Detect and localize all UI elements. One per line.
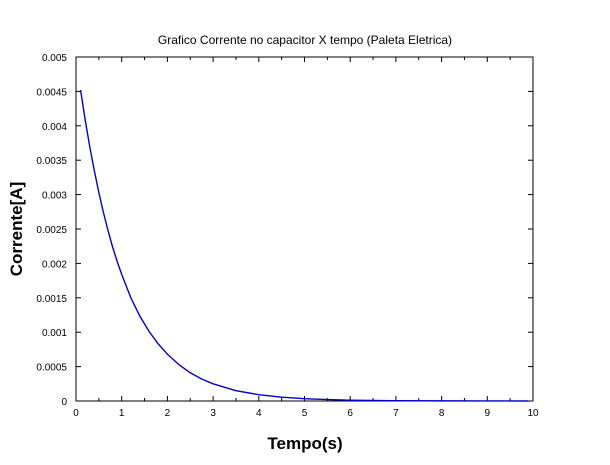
- series-layer: [79, 89, 529, 402]
- y-tick-label-0: 0: [61, 397, 67, 408]
- y-tick-label-4: 0.002: [42, 259, 67, 270]
- series-line-0: [79, 89, 529, 402]
- x-tick-label-1: 1: [119, 408, 125, 419]
- x-tick-label-2: 2: [165, 408, 171, 419]
- chart-title: Grafico Corrente no capacitor X tempo (P…: [158, 33, 452, 47]
- y-tick-label-7: 0.0035: [36, 156, 67, 167]
- x-tick-label-0: 0: [73, 408, 79, 419]
- x-tick-label-4: 4: [256, 408, 262, 419]
- y-tick-label-1: 0.0005: [36, 363, 67, 374]
- y-tick-label-10: 0.005: [42, 53, 67, 64]
- y-tick-label-5: 0.0025: [36, 225, 67, 236]
- y-tick-label-2: 0.001: [42, 328, 67, 339]
- x-tick-label-8: 8: [439, 408, 445, 419]
- y-tick-label-8: 0.004: [42, 122, 67, 133]
- y-tick-label-9: 0.0045: [36, 87, 67, 98]
- x-tick-label-9: 9: [485, 408, 491, 419]
- y-axis-label: Corrente[A]: [7, 182, 26, 276]
- x-tick-label-3: 3: [210, 408, 216, 419]
- x-tick-label-6: 6: [347, 408, 353, 419]
- axes-layer: 0 1 2 3 4 5 6 7 8 9 10 0 0.0005 0.001 0.0015 0.002 0.002…: [36, 53, 539, 419]
- y-tick-label-3: 0.0015: [36, 294, 67, 305]
- x-tick-label-10: 10: [527, 408, 539, 419]
- x-axis-label: Tempo(s): [267, 434, 342, 453]
- x-tick-label-5: 5: [302, 408, 308, 419]
- y-tick-label-6: 0.003: [42, 191, 67, 202]
- x-tick-label-7: 7: [393, 408, 399, 419]
